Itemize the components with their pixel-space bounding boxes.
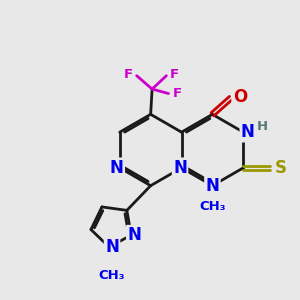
Text: N: N xyxy=(105,238,119,256)
Text: N: N xyxy=(127,226,141,244)
Text: S: S xyxy=(274,159,286,177)
Text: CH₃: CH₃ xyxy=(99,269,125,282)
Text: F: F xyxy=(173,87,182,100)
Text: O: O xyxy=(232,88,247,106)
Text: N: N xyxy=(241,123,255,141)
Text: N: N xyxy=(110,159,124,177)
Text: H: H xyxy=(257,120,268,133)
Text: F: F xyxy=(170,68,179,81)
Text: N: N xyxy=(173,159,187,177)
Text: F: F xyxy=(124,68,133,81)
Text: N: N xyxy=(206,177,219,195)
Text: CH₃: CH₃ xyxy=(199,200,226,213)
